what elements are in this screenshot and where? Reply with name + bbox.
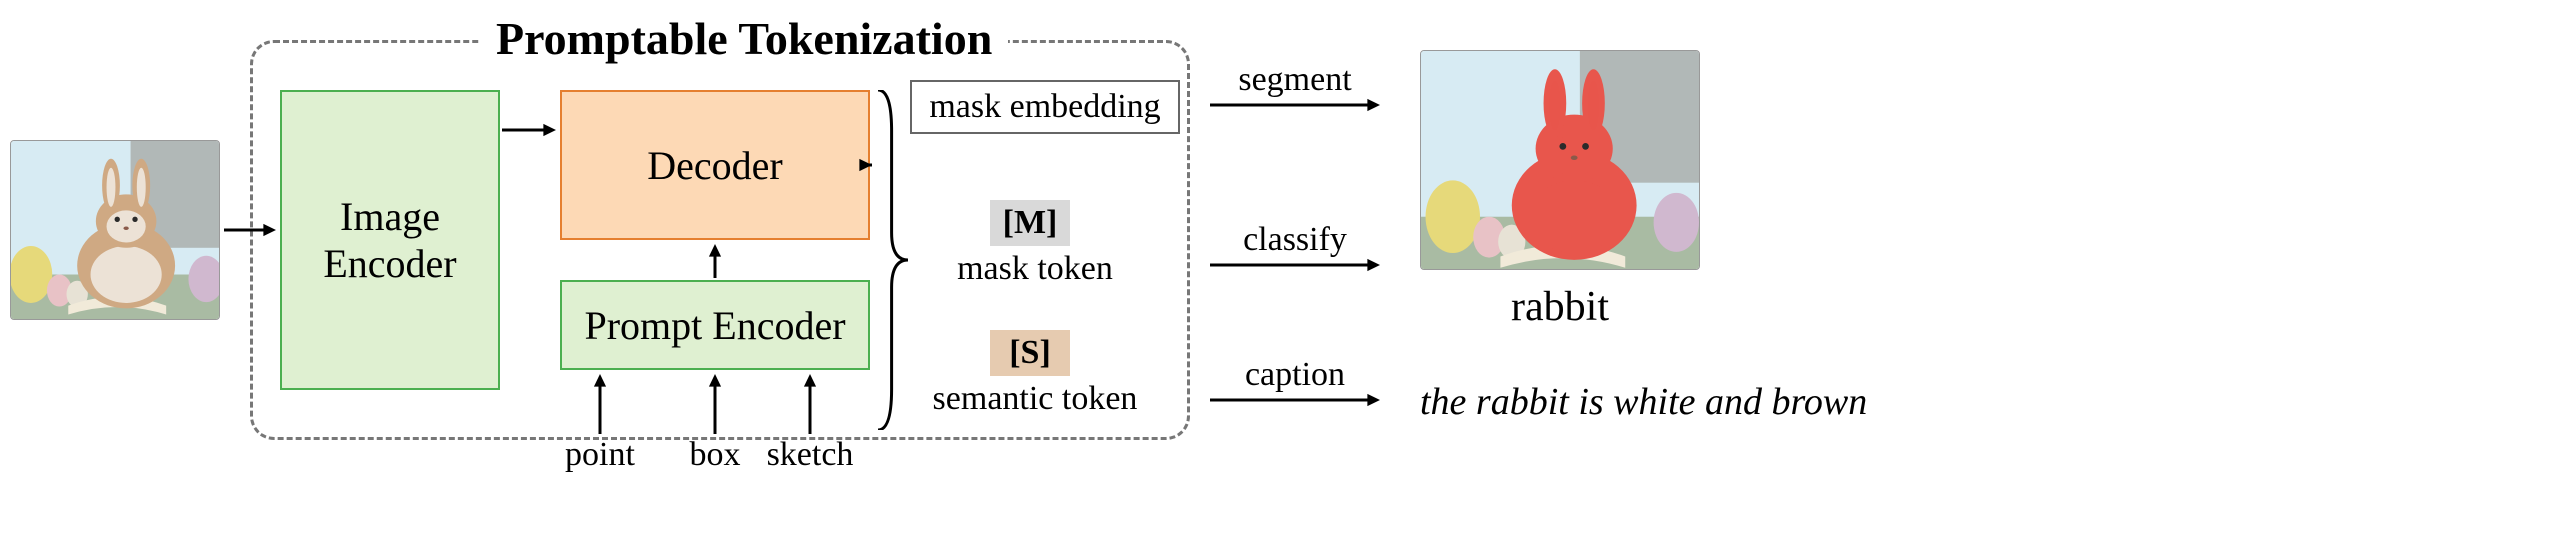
task-segment-label: segment: [1210, 61, 1380, 99]
output-classify-text: rabbit: [1420, 283, 1700, 331]
prompt-encoder-block: Prompt Encoder: [560, 280, 870, 370]
semantic-token-chip: [S]: [990, 330, 1070, 376]
output-caption-text: the rabbit is white and brown: [1420, 380, 2040, 424]
mask-embedding-box: mask embedding: [910, 80, 1180, 134]
prompt-sketch-label: sketch: [750, 436, 870, 474]
output-segmentation-image: [1420, 50, 1700, 270]
semantic-token-caption: semantic token: [910, 380, 1160, 418]
prompt-point-label: point: [540, 436, 660, 474]
decoder-block: Decoder: [560, 90, 870, 240]
task-caption-label: caption: [1210, 356, 1380, 394]
title-text: Promptable Tokenization: [480, 12, 1008, 65]
image-encoder-block: Image Encoder: [280, 90, 500, 390]
task-classify-label: classify: [1210, 221, 1380, 259]
input-image: [10, 140, 220, 320]
mask-token-chip: [M]: [990, 200, 1070, 246]
mask-token-caption: mask token: [910, 250, 1160, 288]
